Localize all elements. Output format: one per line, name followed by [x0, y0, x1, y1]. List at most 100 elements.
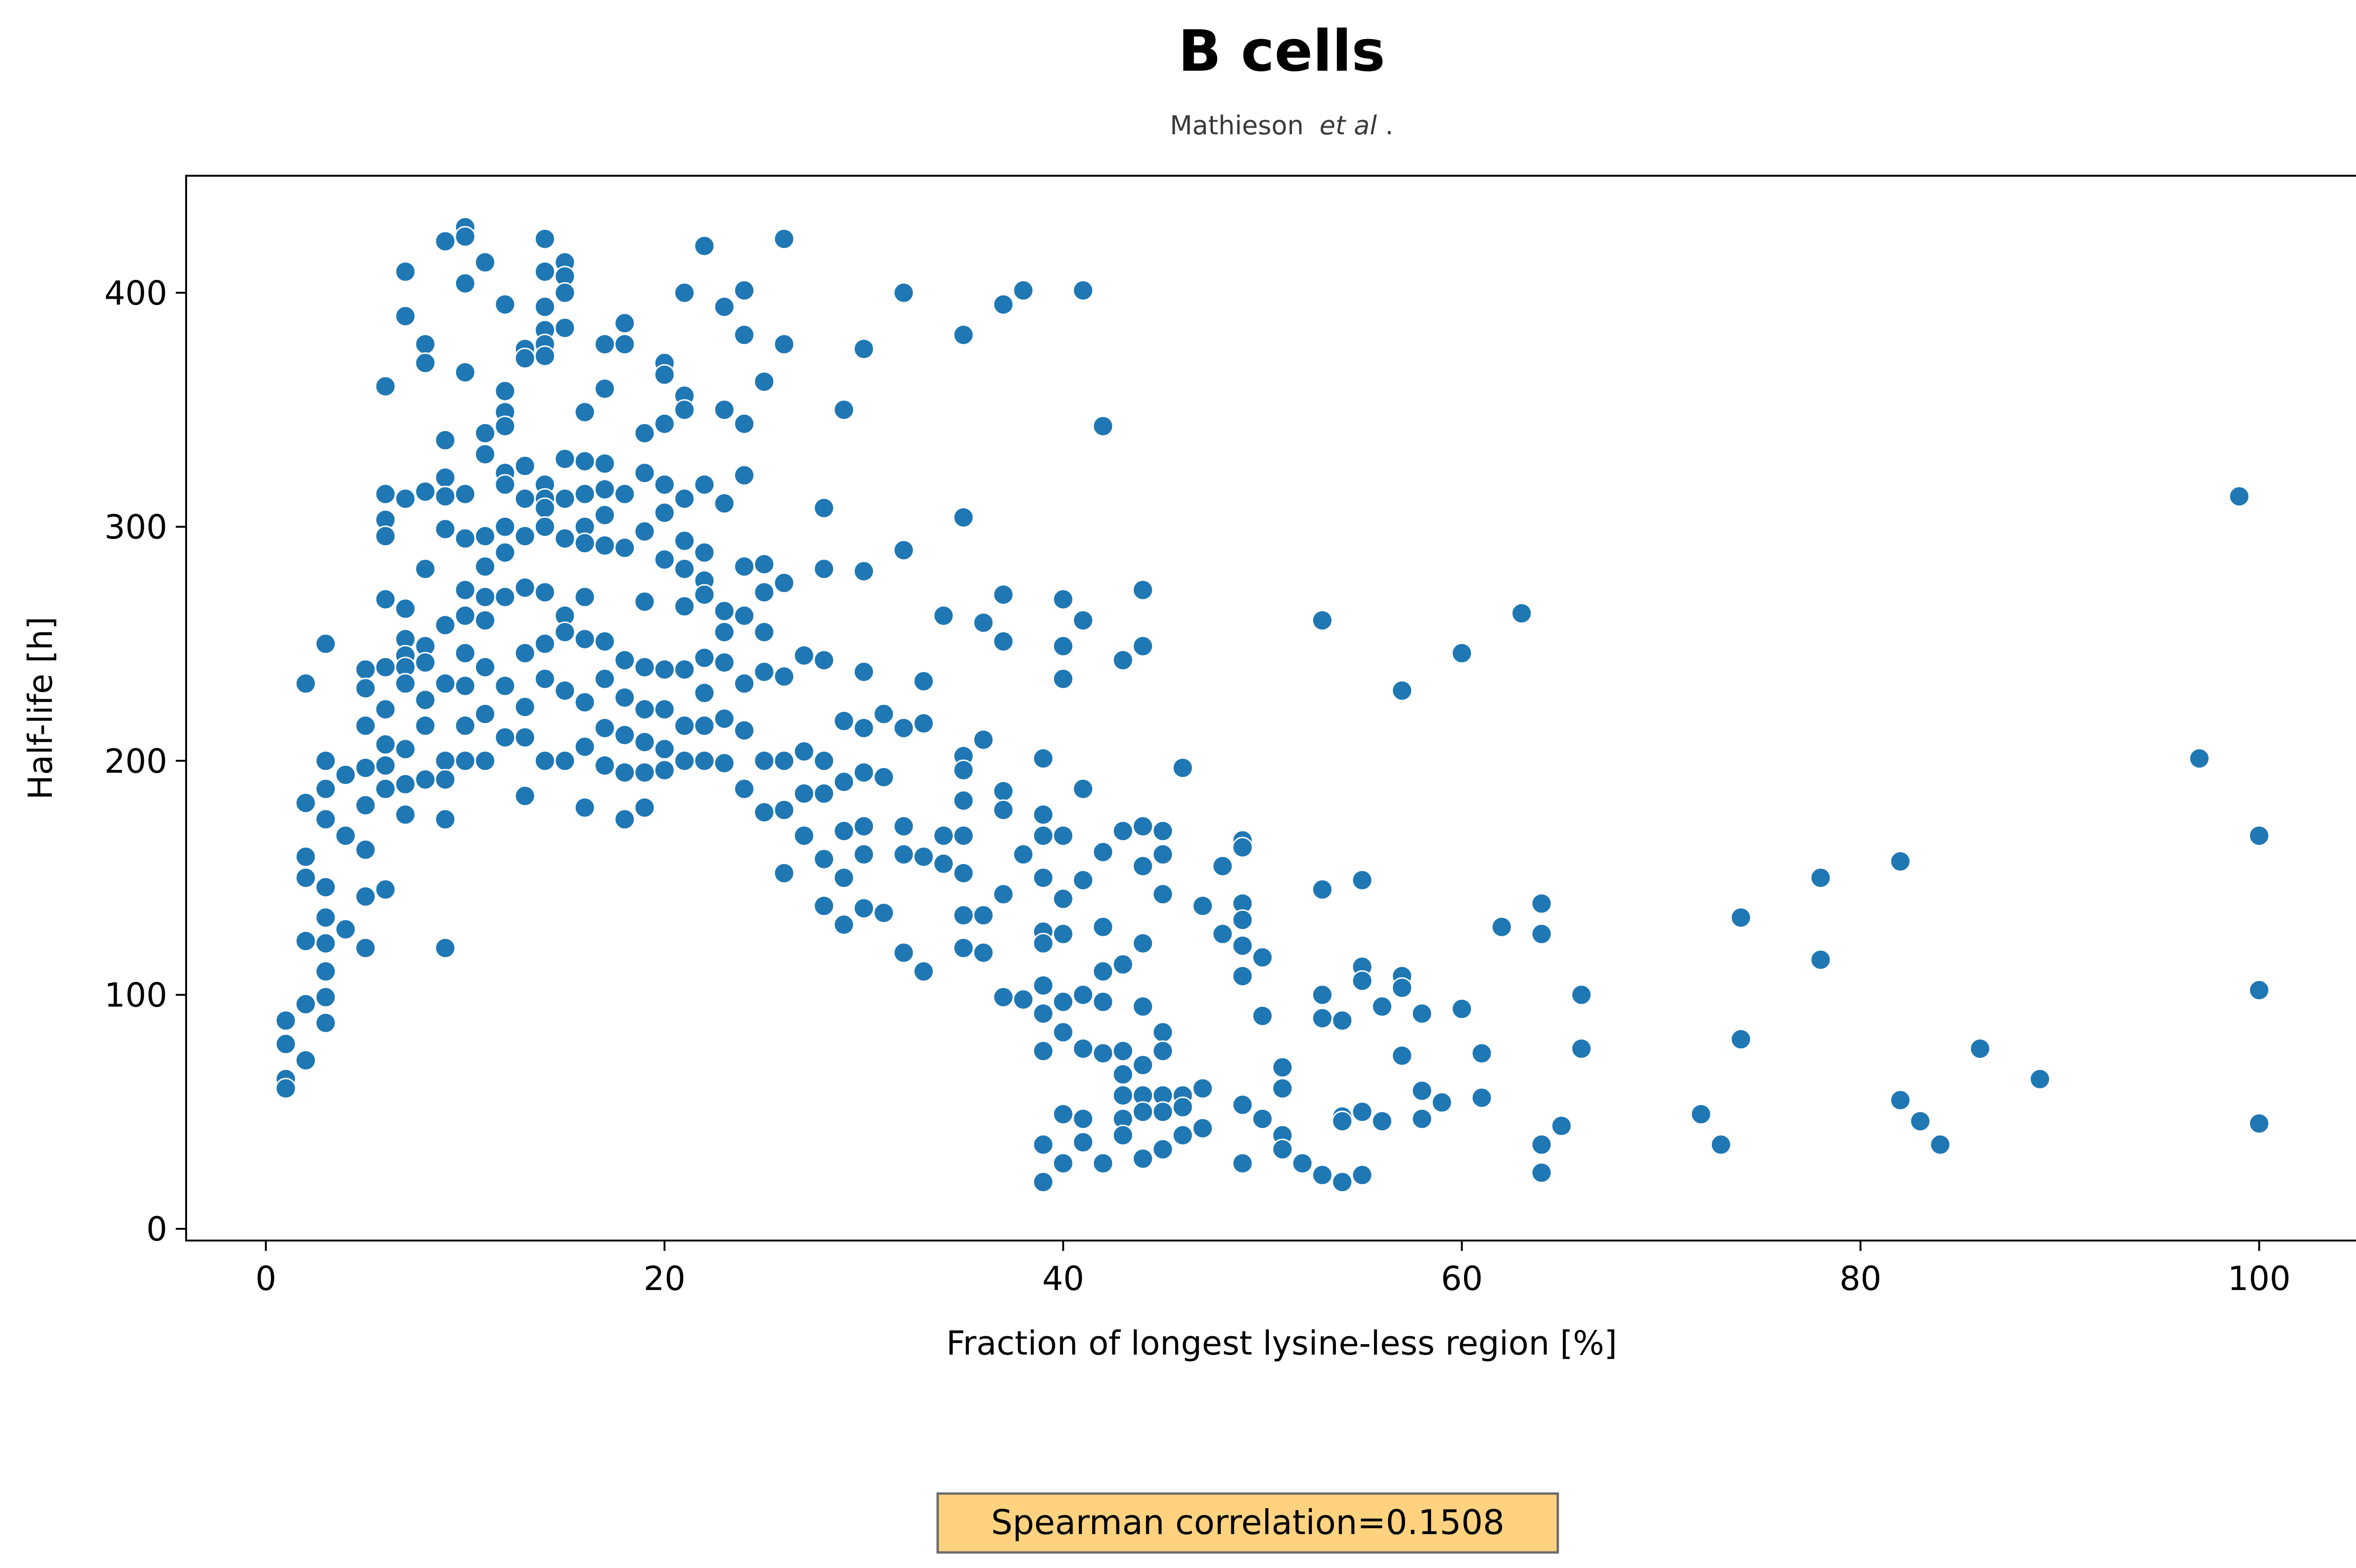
scatter-point: [514, 642, 536, 664]
scatter-point: [315, 750, 336, 772]
scatter-point: [1152, 1040, 1174, 1062]
scatter-point: [1032, 748, 1054, 769]
scatter-point: [1491, 916, 1513, 938]
scatter-point: [295, 846, 317, 867]
scatter-point: [873, 703, 895, 725]
scatter-point: [933, 605, 954, 627]
scatter-point: [992, 630, 1014, 652]
scatter-point: [1890, 850, 1911, 872]
scatter-point: [853, 717, 875, 739]
scatter-point: [773, 334, 795, 355]
scatter-point: [1930, 1134, 1951, 1155]
scatter-point: [614, 312, 636, 334]
scatter-point: [434, 750, 456, 772]
subtitle-author: Mathieson: [1170, 110, 1304, 140]
scatter-point: [953, 790, 974, 811]
scatter-point: [2189, 748, 2210, 769]
scatter-point: [1052, 1103, 1074, 1125]
scatter-point: [893, 843, 915, 865]
scatter-point: [1152, 1138, 1174, 1160]
scatter-point: [494, 675, 516, 697]
scatter-point: [1730, 907, 1752, 928]
scatter-point: [534, 633, 556, 654]
scatter-point: [1311, 879, 1333, 900]
scatter-point: [873, 902, 895, 924]
scatter-point: [1332, 1111, 1353, 1132]
scatter-point: [2249, 825, 2270, 847]
scatter-point: [434, 614, 456, 636]
scatter-point: [734, 778, 755, 800]
scatter-point: [1092, 1043, 1114, 1064]
stat-annotation-text: Spearman correlation=0.1508: [991, 1503, 1505, 1542]
scatter-point: [1132, 996, 1153, 1017]
scatter-point: [773, 666, 795, 687]
scatter-point: [913, 846, 934, 867]
scatter-point: [634, 699, 655, 720]
scatter-point: [1152, 843, 1174, 865]
scatter-point: [813, 558, 835, 580]
scatter-point: [953, 937, 974, 959]
scatter-point: [1272, 1078, 1293, 1099]
y-tick-label: 400: [104, 274, 167, 312]
scatter-point: [674, 659, 695, 680]
scatter-point: [614, 483, 636, 505]
scatter-point: [674, 282, 695, 303]
scatter-point: [773, 572, 795, 594]
scatter-point: [953, 760, 974, 781]
scatter-point: [355, 715, 376, 736]
scatter-point: [375, 483, 396, 505]
scatter-point: [1052, 991, 1074, 1013]
scatter-point: [1431, 1092, 1453, 1113]
scatter-point: [434, 937, 456, 959]
scatter-point: [394, 598, 416, 620]
scatter-point: [694, 715, 715, 736]
scatter-point: [494, 294, 516, 315]
scatter-point: [1351, 970, 1373, 992]
scatter-point: [594, 668, 615, 690]
scatter-point: [2029, 1068, 2051, 1090]
scatter-point: [654, 413, 675, 434]
scatter-point: [594, 378, 615, 400]
scatter-point: [394, 261, 416, 283]
scatter-point: [534, 261, 556, 283]
scatter-point: [793, 741, 815, 762]
scatter-point: [753, 750, 775, 772]
scatter-point: [474, 703, 496, 725]
scatter-point: [2249, 980, 2270, 1001]
scatter-point: [1391, 680, 1413, 702]
scatter-point: [454, 483, 476, 505]
scatter-point: [554, 488, 576, 509]
y-axis-label: Half-life [h]: [21, 617, 60, 800]
scatter-point: [953, 825, 974, 847]
scatter-point: [893, 942, 915, 964]
scatter-point: [574, 629, 596, 650]
scatter-point: [1471, 1043, 1493, 1064]
scatter-point: [295, 867, 317, 889]
scatter-point: [434, 673, 456, 694]
y-axis-ticks: 0 100 200 300 400: [104, 274, 186, 1249]
scatter-point: [295, 792, 317, 814]
scatter-point: [454, 750, 476, 772]
scatter-point: [494, 586, 516, 608]
stat-annotation: Spearman correlation=0.1508: [936, 1492, 1559, 1554]
scatter-point: [634, 462, 655, 484]
scatter-point: [1252, 1108, 1273, 1130]
scatter-point: [1112, 820, 1134, 842]
scatter-point: [415, 689, 436, 711]
scatter-point: [694, 584, 715, 605]
scatter-point: [1810, 867, 1832, 889]
scatter-point: [734, 324, 755, 346]
scatter-point: [1152, 1021, 1174, 1043]
scatter-point: [1052, 668, 1074, 690]
x-axis-label: Fraction of longest lysine-less region […: [946, 1324, 1617, 1363]
scatter-point: [973, 905, 994, 926]
scatter-point: [853, 762, 875, 784]
scatter-point: [654, 738, 675, 760]
scatter-point: [654, 549, 675, 571]
scatter-point: [674, 596, 695, 617]
scatter-point: [634, 521, 655, 542]
scatter-point: [674, 558, 695, 580]
scatter-point: [1052, 635, 1074, 657]
scatter-point: [1451, 642, 1472, 664]
scatter-point: [1112, 954, 1134, 975]
